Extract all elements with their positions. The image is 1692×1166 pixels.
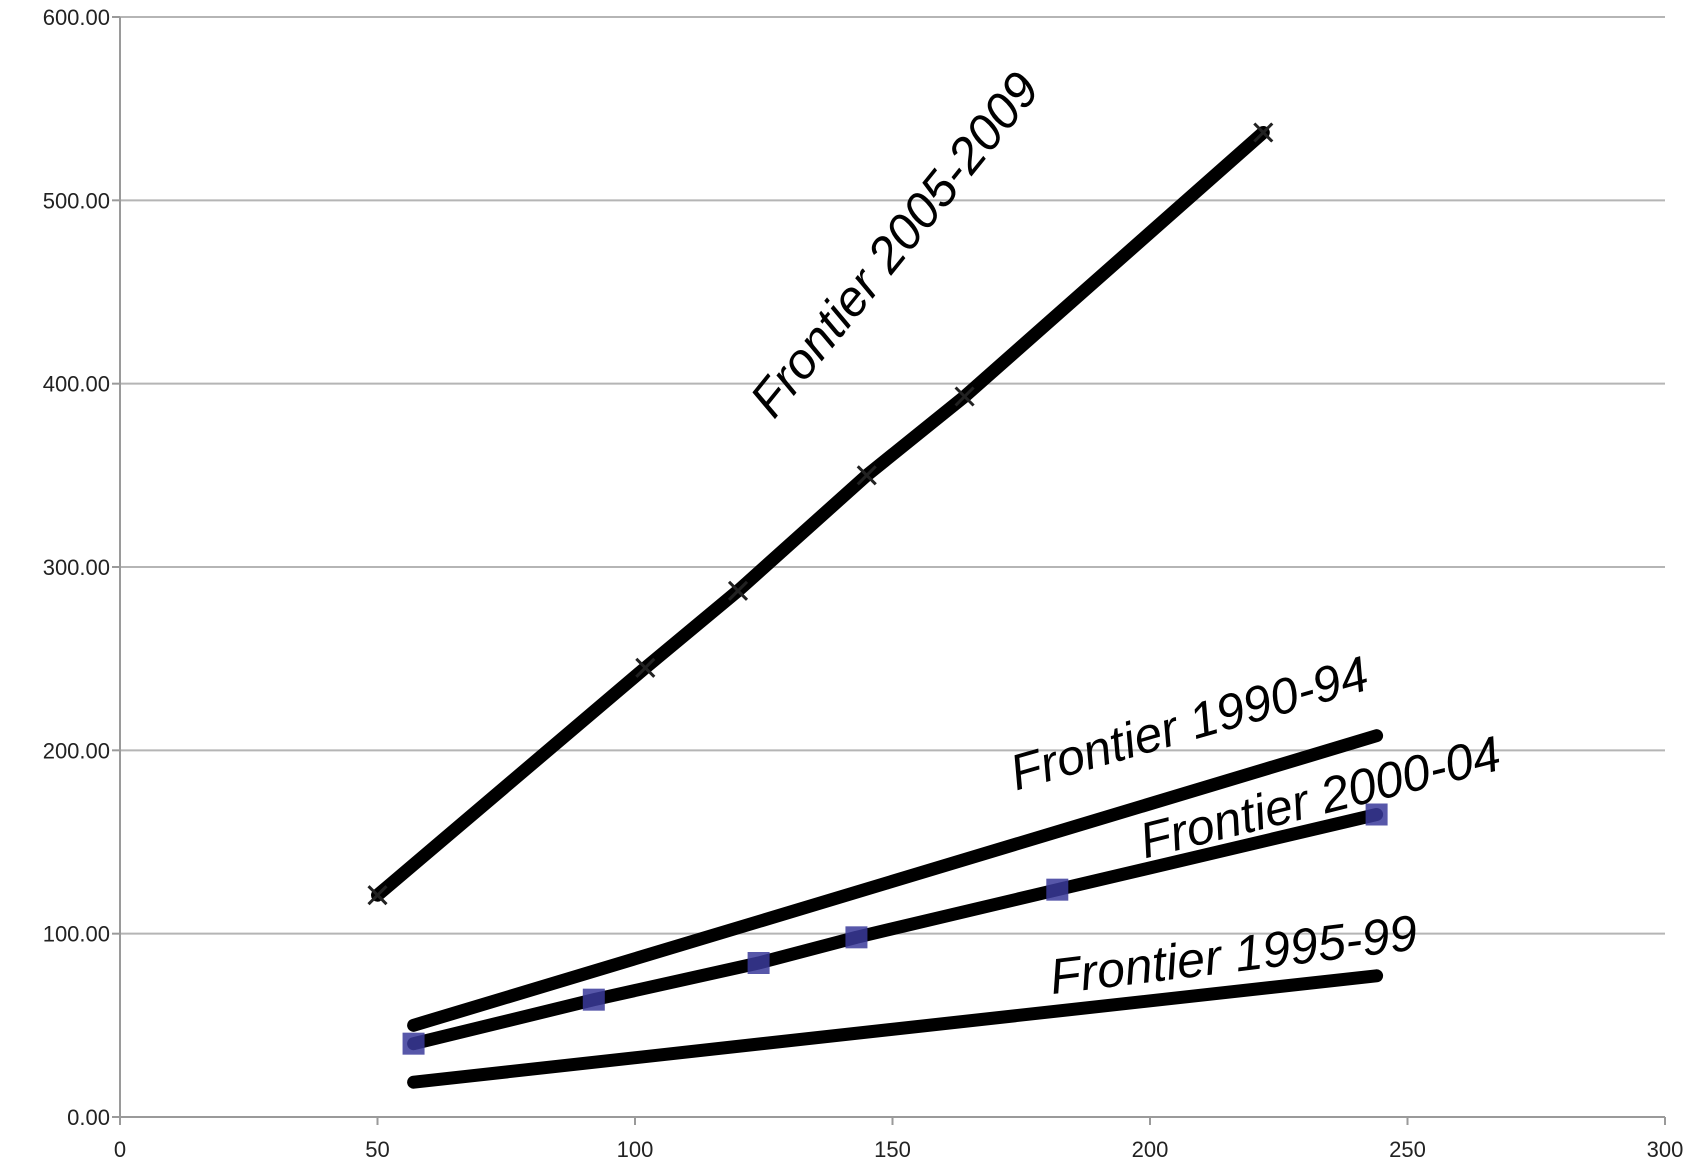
y-tick-label: 600.00 — [43, 5, 110, 30]
x-tick-label: 0 — [114, 1137, 126, 1162]
marker-x-stroke — [954, 386, 975, 407]
data-point-frontier-2000-04-1 — [582, 988, 605, 1011]
marker-x-stroke — [1253, 122, 1274, 143]
data-point-frontier-2005-2009-1 — [635, 657, 656, 678]
grid-layer — [120, 16, 1665, 935]
data-point-frontier-2000-04-2 — [747, 952, 770, 974]
data-point-frontier-2000-04-4 — [1046, 878, 1069, 901]
axis-layer — [112, 16, 1666, 1125]
x-tick-label: 100 — [617, 1137, 654, 1162]
data-point-frontier-2005-2009-5 — [1253, 122, 1274, 143]
tick-label-layer: 0.00 100.00 200.00 300.00 400.00 500.00 600.00… — [43, 5, 1684, 1162]
x-tick-label: 200 — [1132, 1137, 1169, 1162]
x-tick-label: 150 — [874, 1137, 911, 1162]
data-point-frontier-2005-2009-4 — [954, 386, 975, 407]
marker-x-stroke — [367, 885, 388, 906]
y-tick-label: 100.00 — [43, 922, 110, 947]
series-label-frontier-2005-2009: Frontier 2005-2009 — [739, 62, 1050, 428]
y-tick-label: 0.00 — [67, 1105, 110, 1130]
data-point-frontier-2000-04-3 — [845, 926, 868, 949]
marker-x-stroke — [856, 465, 877, 486]
series-line-frontier-1995-99 — [407, 969, 1384, 1089]
data-point-frontier-2000-04-0 — [402, 1032, 425, 1055]
series-line-frontier-2005-2009 — [371, 126, 1270, 902]
y-tick-label: 300.00 — [43, 555, 110, 580]
y-tick-label: 200.00 — [43, 738, 110, 763]
data-point-frontier-2005-2009-2 — [727, 580, 749, 601]
x-tick-label: 50 — [365, 1137, 389, 1162]
marker-x-stroke — [635, 657, 656, 678]
marker-x-stroke — [727, 580, 749, 601]
series-layer — [371, 126, 1384, 1089]
marker-layer — [367, 122, 1388, 1055]
data-point-frontier-2005-2009-0 — [367, 885, 388, 906]
x-tick-label: 300 — [1647, 1137, 1684, 1162]
series-line-frontier-1990-94 — [407, 729, 1384, 1032]
data-point-frontier-2000-04-5 — [1365, 803, 1388, 826]
y-tick-label: 500.00 — [43, 188, 110, 213]
y-tick-label: 400.00 — [43, 372, 110, 397]
series-line-frontier-2000-04 — [407, 808, 1384, 1051]
data-point-frontier-2005-2009-3 — [856, 465, 877, 486]
x-tick-label: 250 — [1389, 1137, 1426, 1162]
